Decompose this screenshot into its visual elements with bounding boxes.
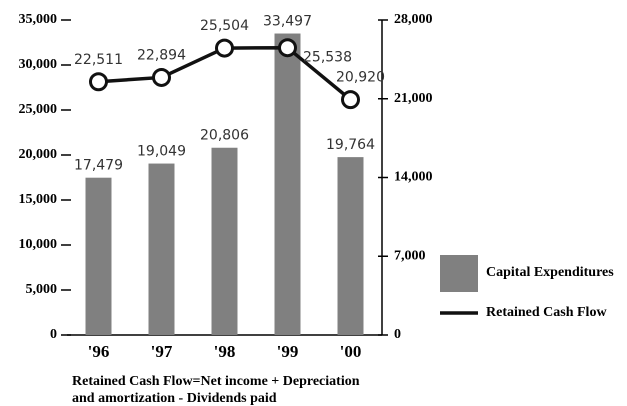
line-value-label: 20,920 (336, 70, 385, 86)
legend-label: Capital Expenditures (486, 265, 614, 280)
y-tick-label: 5,000 (26, 282, 58, 297)
line-value-label: 22,894 (137, 47, 186, 63)
y2-tick-label: 21,000 (394, 91, 433, 106)
y-tick-label: 20,000 (19, 147, 58, 162)
legend-label: Retained Cash Flow (486, 305, 607, 320)
x-tick-label: '98 (214, 342, 236, 361)
y-tick-label: 30,000 (19, 57, 58, 72)
bar-value-label: 20,806 (200, 128, 249, 144)
y-tick-label: 0 (50, 327, 57, 342)
x-tick-label: '97 (151, 342, 173, 361)
legend-swatch (440, 255, 478, 292)
line-point (278, 38, 297, 58)
line-point (215, 38, 234, 58)
bar-value-label: 33,497 (263, 14, 312, 30)
line-value-label: 22,511 (74, 52, 123, 68)
y-tick-label: 35,000 (19, 12, 58, 27)
x-tick-label: '99 (277, 342, 299, 361)
line-point (152, 67, 171, 87)
line-point (89, 72, 108, 92)
line-value-label: 25,504 (200, 18, 249, 34)
note: Retained Cash Flow=Net income + Deprecia… (72, 374, 360, 389)
note: and amortization - Dividends paid (72, 391, 277, 406)
line-value-label: 25,538 (303, 50, 352, 66)
x-tick-label: '96 (88, 342, 110, 361)
bar (85, 177, 112, 335)
y-tick-label: 25,000 (19, 102, 58, 117)
bar (337, 157, 364, 335)
bar (274, 33, 301, 335)
y2-tick-label: 7,000 (394, 248, 426, 263)
y-tick-label: 15,000 (19, 192, 58, 207)
bar-value-label: 19,764 (326, 137, 375, 153)
y2-tick-label: 14,000 (394, 170, 433, 185)
x-tick-label: '00 (340, 342, 362, 361)
y2-tick-label: 0 (394, 327, 401, 342)
bar (148, 163, 175, 335)
y2-tick-label: 28,000 (394, 12, 433, 27)
y-tick-label: 10,000 (19, 237, 58, 252)
bar-value-label: 19,049 (137, 144, 186, 160)
bar (211, 147, 238, 335)
bar-value-label: 17,479 (74, 158, 123, 174)
line-point (341, 90, 360, 110)
